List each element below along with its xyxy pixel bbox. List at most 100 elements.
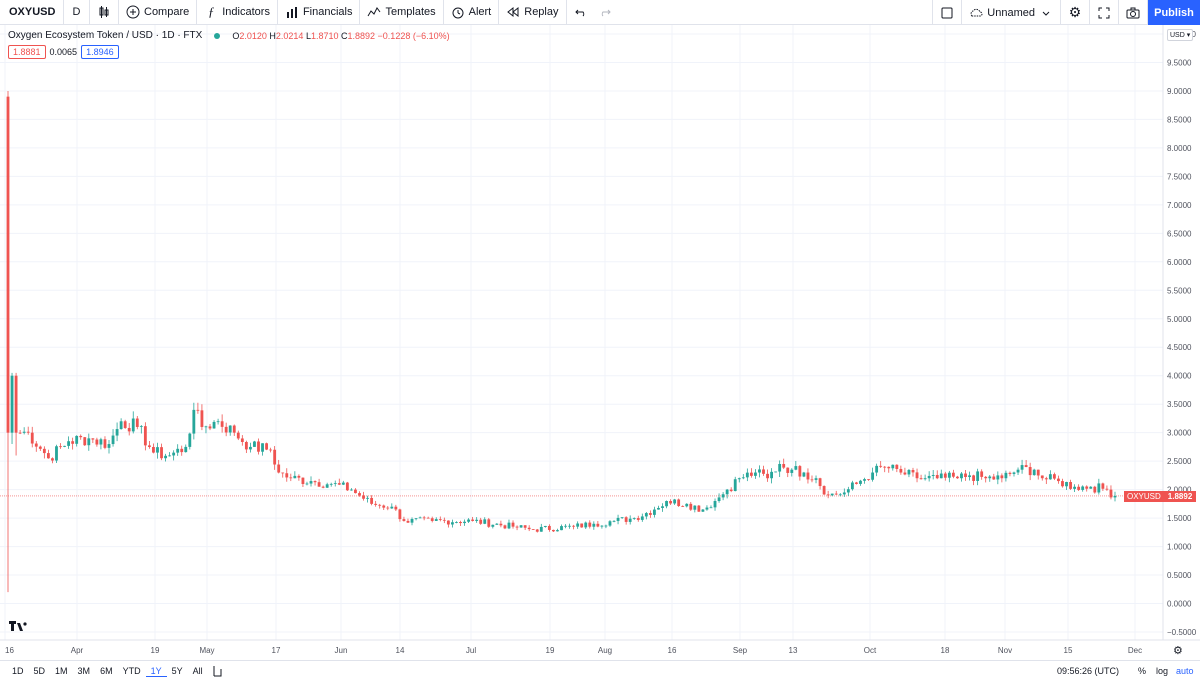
series-title[interactable]: Oxygen Ecosystem Token / USD · 1D · FTX: [8, 30, 203, 41]
layout-name-button[interactable]: Unnamed: [962, 0, 1061, 25]
candle-body: [931, 474, 935, 476]
candle-body: [770, 471, 774, 479]
open-label: O: [232, 30, 240, 41]
candle-body: [345, 482, 349, 491]
alert-button[interactable]: Alert: [444, 0, 500, 25]
candle-body: [14, 375, 18, 433]
percent-scale-button[interactable]: %: [1138, 666, 1147, 676]
fullscreen-button[interactable]: [1090, 0, 1119, 25]
replay-button[interactable]: Replay: [499, 0, 567, 25]
candle-body: [499, 523, 503, 526]
price-tick-label: 2.5000: [1167, 457, 1192, 466]
range-button-1d[interactable]: 1D: [12, 666, 24, 676]
candle-body: [10, 375, 14, 433]
layout-select-button[interactable]: [932, 0, 963, 25]
candle-body: [317, 482, 321, 487]
compare-button[interactable]: Compare: [119, 0, 198, 25]
candle-body: [1052, 474, 1056, 479]
auto-scale-button[interactable]: auto: [1176, 666, 1194, 676]
range-button-1m[interactable]: 1M: [55, 666, 68, 676]
symbol-search-button[interactable]: OXYUSD: [0, 0, 64, 25]
candle-body: [616, 517, 620, 521]
candle-body: [91, 438, 95, 440]
templates-button[interactable]: Templates: [360, 0, 444, 25]
candle-body: [943, 473, 947, 478]
chart-type-button[interactable]: [90, 0, 119, 25]
camera-icon: [1126, 6, 1140, 20]
candle-body: [984, 476, 988, 479]
candle-body: [564, 525, 567, 527]
replay-label: Replay: [524, 6, 559, 18]
date-range-picker-icon[interactable]: [212, 665, 224, 679]
candle-body: [349, 489, 353, 491]
candle-body: [907, 469, 911, 475]
candle-body: [721, 494, 725, 498]
indicators-button[interactable]: ƒ Indicators: [197, 0, 278, 25]
candle-body: [131, 418, 135, 432]
candle-body: [139, 426, 143, 427]
price-axis: −0.5000 0.0000 0.5000 1.0000 1.5000 2.0000 2.5…: [1167, 30, 1197, 637]
snapshot-button[interactable]: [1119, 0, 1148, 25]
candle-body: [281, 472, 285, 474]
range-button-ytd[interactable]: YTD: [122, 666, 141, 676]
candle-body: [842, 492, 846, 495]
candle-body: [543, 525, 547, 527]
candle-body: [927, 475, 931, 479]
candle-body: [863, 479, 866, 481]
candle-body: [216, 421, 220, 423]
bid-button[interactable]: 1.8881: [8, 45, 46, 59]
candle-body: [919, 478, 923, 480]
log-scale-button[interactable]: log: [1156, 666, 1169, 676]
candle-body: [253, 441, 256, 447]
price-tick-label: 5.0000: [1167, 315, 1192, 324]
candle-body: [960, 473, 963, 479]
axis-settings-icon[interactable]: ⚙: [1173, 645, 1183, 657]
grid-lines: [0, 25, 1163, 640]
high-value: 2.0214: [275, 30, 304, 41]
range-button-5d[interactable]: 5D: [33, 666, 46, 676]
range-button-5y[interactable]: 5Y: [171, 666, 183, 676]
chevron-down-icon: [1039, 6, 1053, 20]
candle-body: [822, 486, 826, 495]
candle-body: [467, 519, 470, 522]
undo-icon[interactable]: [574, 5, 588, 19]
candle-body: [737, 478, 741, 480]
time-tick-label: 16: [5, 646, 14, 655]
financials-button[interactable]: Financials: [278, 0, 361, 25]
candle-body: [1048, 474, 1052, 480]
candle-body: [657, 507, 660, 510]
settings-button[interactable]: ⚙: [1061, 0, 1090, 25]
ask-button[interactable]: 1.8946: [81, 45, 119, 59]
candle-body: [636, 518, 640, 520]
currency-select[interactable]: USD ▾: [1167, 29, 1194, 41]
price-tick-label: 6.5000: [1167, 229, 1192, 238]
redo-icon[interactable]: [598, 5, 612, 19]
candle-body: [321, 486, 325, 488]
candle-body: [661, 506, 664, 508]
candle-body: [814, 478, 818, 480]
candle-body: [55, 446, 58, 461]
range-button-6m[interactable]: 6M: [100, 666, 113, 676]
range-button-all[interactable]: All: [192, 666, 203, 676]
time-tick-label: Dec: [1128, 646, 1142, 655]
last-price-value: 1.8892: [1163, 491, 1197, 502]
candle-body: [1032, 469, 1036, 476]
candle-body: [766, 473, 769, 479]
range-button-3m[interactable]: 3M: [77, 666, 91, 676]
candle-body: [386, 507, 390, 509]
undo-redo-group: [567, 0, 619, 25]
candle-body: [228, 425, 232, 433]
ohlc-values: O2.0120 H2.0214 L1.8710 C1.8892 −0.1228 …: [232, 31, 449, 41]
candle-body: [1081, 486, 1085, 490]
candle-body: [329, 483, 333, 485]
publish-button[interactable]: Publish: [1148, 0, 1200, 25]
candle-body: [176, 448, 180, 453]
clock-readout[interactable]: 09:56:26 (UTC): [1057, 666, 1120, 676]
candle-body: [438, 519, 442, 520]
candle-body: [552, 529, 555, 532]
price-chart[interactable]: −0.5000 0.0000 0.5000 1.0000 1.5000 2.0000 2.5…: [0, 25, 1200, 660]
candle-body: [1028, 467, 1032, 476]
interval-button[interactable]: D: [64, 0, 90, 25]
range-button-1y[interactable]: 1Y: [145, 666, 167, 677]
time-tick-label: May: [199, 646, 214, 655]
